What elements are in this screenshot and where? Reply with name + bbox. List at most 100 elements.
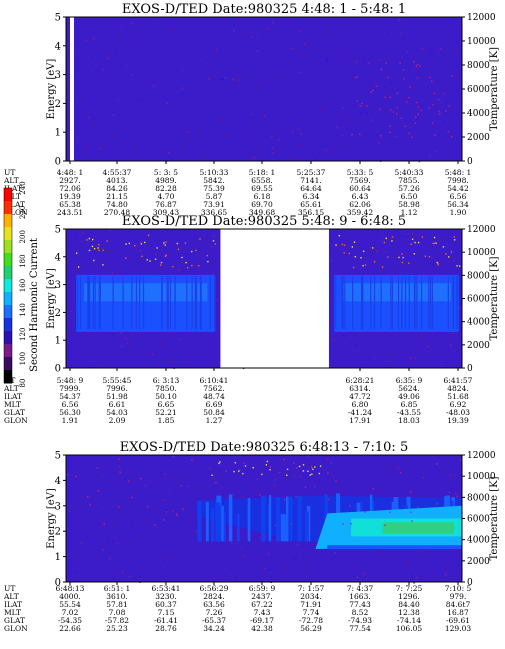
- temperature-point: [436, 261, 438, 264]
- ephemeris-value: -43.55: [397, 408, 421, 417]
- red-point: [428, 107, 431, 109]
- texture-dot: [450, 344, 452, 346]
- texture-dot: [255, 85, 257, 88]
- colorbar-tick-label: 180: [19, 254, 27, 267]
- temperature-point: [343, 244, 346, 246]
- texture-dot: [451, 487, 453, 490]
- texture-dot: [306, 455, 309, 457]
- red-point: [431, 122, 434, 124]
- ephemeris-value: 34.24: [203, 624, 225, 633]
- texture-dot: [97, 245, 100, 248]
- texture-dot: [174, 490, 176, 493]
- temperature-point: [102, 264, 104, 266]
- texture-dot: [202, 117, 205, 120]
- texture-dot: [293, 475, 295, 478]
- texture-dot: [414, 357, 416, 359]
- texture-dot: [178, 268, 180, 271]
- colorbar-tick-label: 160: [19, 279, 27, 292]
- texture-dot: [375, 471, 377, 474]
- texture-dot: [166, 102, 168, 104]
- red-point: [349, 505, 351, 507]
- texture-dot: [319, 110, 321, 112]
- texture-dot: [136, 42, 139, 45]
- ephemeris-value: 7: 4:37: [347, 584, 374, 593]
- scatter-points: [66, 455, 463, 527]
- texture-dot: [314, 485, 316, 488]
- ephemeris-value: 7850.: [155, 384, 176, 393]
- texture-dot: [308, 117, 311, 120]
- region-column: [305, 511, 309, 542]
- texture-dot: [416, 70, 418, 73]
- texture-dot: [342, 253, 344, 255]
- temperature-point: [453, 236, 455, 238]
- yellow-point: [302, 464, 305, 466]
- ephemeris-value: 6.34: [303, 192, 320, 201]
- texture-dot: [416, 55, 419, 58]
- temperature-point: [125, 243, 127, 245]
- red-point: [191, 459, 193, 462]
- red-point: [310, 465, 313, 468]
- texture-dot: [242, 496, 244, 498]
- red-point: [413, 60, 415, 63]
- red-point: [259, 494, 261, 496]
- y-tick-label: 5: [55, 451, 61, 462]
- texture-dot: [285, 20, 287, 23]
- texture-dot: [68, 125, 71, 127]
- texture-dot: [427, 460, 429, 462]
- red-point: [180, 485, 182, 487]
- temperature-point: [343, 252, 345, 254]
- red-point: [380, 68, 383, 71]
- yellow-point: [211, 474, 213, 476]
- texture-dot: [398, 19, 401, 22]
- temperature-point: [437, 264, 439, 266]
- temperature-point: [91, 238, 94, 241]
- red-point: [396, 106, 398, 109]
- temperature-point: [442, 246, 445, 248]
- texture-dot: [199, 485, 201, 488]
- texture-dot: [121, 267, 124, 269]
- texture-dot: [172, 482, 174, 485]
- texture-dot: [439, 48, 442, 50]
- yellow-point: [252, 467, 254, 469]
- yellow-point: [233, 470, 235, 473]
- texture-dot: [163, 343, 166, 346]
- band-streak: [131, 276, 133, 330]
- texture-dot: [407, 110, 409, 113]
- texture-dot: [74, 508, 76, 511]
- red-point: [335, 480, 337, 482]
- texture-dot: [230, 542, 233, 544]
- red-point: [364, 511, 366, 513]
- texture-dot: [370, 21, 373, 23]
- texture-dot: [385, 251, 387, 253]
- texture-dot: [262, 115, 265, 117]
- red-point: [405, 101, 408, 103]
- texture-dot: [130, 74, 133, 76]
- ephemeris-label: GLAT: [4, 408, 25, 417]
- texture-dot: [195, 242, 198, 245]
- ephemeris-value: 67.22: [251, 600, 273, 609]
- red-point: [327, 472, 329, 474]
- intense-region: [315, 505, 462, 550]
- band-streak: [199, 276, 202, 330]
- texture-dot: [303, 151, 306, 154]
- texture-dot: [163, 499, 165, 501]
- red-point: [388, 131, 391, 134]
- texture-dot: [154, 20, 157, 23]
- colorbar-tick-label: 100: [19, 352, 27, 365]
- texture-dot: [96, 507, 99, 509]
- texture-dot: [288, 157, 290, 160]
- y-tick-label: 1: [55, 128, 61, 139]
- texture-dot: [330, 462, 333, 464]
- texture-dot: [327, 56, 329, 59]
- yellow-point: [312, 468, 314, 471]
- texture-dot: [372, 154, 374, 157]
- texture-dot: [120, 469, 122, 471]
- texture-dot: [153, 354, 155, 356]
- texture-dot: [251, 36, 253, 38]
- texture-dot: [412, 272, 414, 274]
- texture-dot: [432, 264, 434, 266]
- band-streak: [414, 276, 416, 330]
- y-right-axis-label: Temperature [K]: [489, 256, 500, 340]
- temperature-point: [385, 237, 387, 240]
